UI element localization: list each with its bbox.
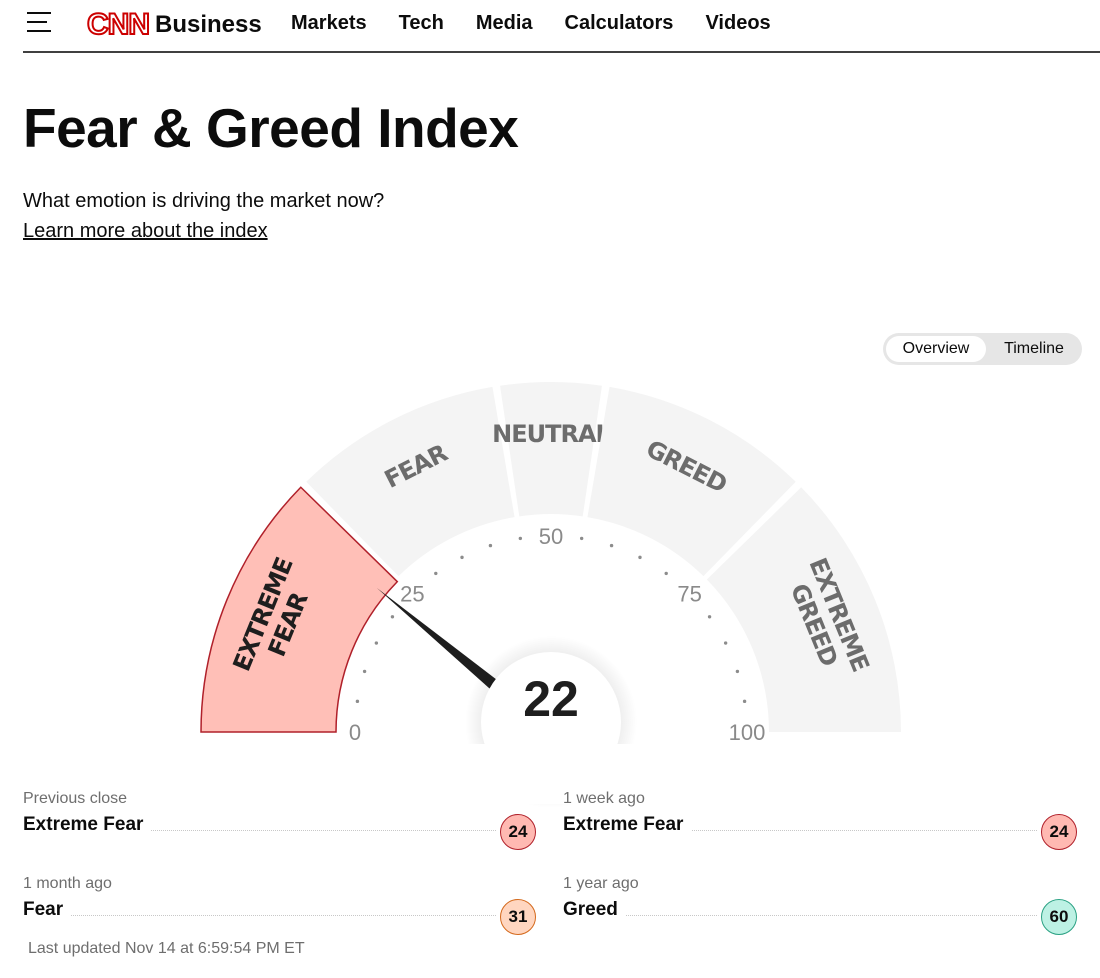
cnn-business-logo[interactable]: CNN Business (86, 7, 262, 42)
gauge-zone (306, 386, 515, 577)
gauge-zone-label: NEUTRAL (492, 420, 610, 448)
gauge-tick-dot (735, 669, 740, 674)
nav-link-calculators[interactable]: Calculators (564, 12, 674, 34)
leader-dots (563, 915, 1037, 916)
page-title: Fear & Greed Index (23, 97, 519, 159)
stat-1-month-ago: 1 month ago Fear 31 (23, 875, 536, 935)
leader-dots (23, 915, 496, 916)
gauge-tick-dot (723, 641, 728, 645)
score-badge: 24 (500, 814, 536, 850)
gauge-tick-dot (434, 571, 438, 576)
gauge-tick-dot (460, 555, 464, 560)
gauge-tick-dot (390, 615, 395, 619)
nav-link-tech[interactable]: Tech (398, 12, 444, 34)
stat-value: Fear (23, 899, 72, 921)
gauge-tick-dot (638, 555, 642, 560)
gauge-zone-label: EXTREMEFEAR (228, 554, 324, 685)
stat-1-week-ago: 1 week ago Extreme Fear 24 (563, 790, 1077, 850)
gauge-zone (500, 381, 602, 517)
gauge-tick-dot (355, 699, 360, 704)
menu-icon[interactable] (27, 12, 51, 32)
stat-previous-close: Previous close Extreme Fear 24 (23, 790, 536, 850)
view-toggle: Overview Timeline (883, 333, 1082, 365)
tab-overview[interactable]: Overview (886, 336, 986, 362)
gauge-hub-shadow (465, 636, 637, 808)
stat-label: 1 week ago (563, 790, 645, 807)
stat-label: Previous close (23, 790, 128, 807)
gauge-zone (200, 486, 399, 733)
gauge-value: 22 (523, 671, 579, 727)
leader-dots (563, 830, 1037, 831)
gauge-tick-label: 100 (729, 720, 766, 745)
stat-1-year-ago: 1 year ago Greed 60 (563, 875, 1077, 935)
gauge-tick-dot (362, 669, 367, 674)
gauge-zone-label: EXTREMEGREED (778, 554, 874, 685)
gauge-tick-dot (742, 699, 747, 704)
gauge-zone-label: GREED (642, 435, 731, 499)
gauge-tick-dot (579, 536, 584, 541)
stat-value: Greed (563, 899, 626, 921)
cnn-logo-mark: CNN (86, 7, 151, 42)
gauge-zone-label: FEAR (380, 439, 452, 494)
gauge-tick-dot (374, 641, 379, 645)
gauge-tick-label: 50 (539, 524, 563, 549)
main-nav: Markets Tech Media Calculators Videos (291, 12, 803, 35)
tab-timeline[interactable]: Timeline (1004, 340, 1064, 357)
score-badge: 31 (500, 899, 536, 935)
stat-label: 1 month ago (23, 875, 112, 892)
gauge-zone (706, 487, 901, 732)
stat-value: Extreme Fear (23, 814, 152, 836)
nav-link-media[interactable]: Media (475, 12, 533, 34)
nav-link-videos[interactable]: Videos (705, 12, 771, 34)
site-header: CNN Business Markets Tech Media Calculat… (23, 0, 1100, 53)
score-badge: 60 (1041, 899, 1077, 935)
stat-value: Extreme Fear (563, 814, 692, 836)
stat-label: 1 year ago (563, 875, 639, 892)
nav-link-markets[interactable]: Markets (291, 12, 367, 34)
gauge-hub (481, 652, 621, 792)
business-logo-text: Business (155, 11, 262, 38)
gauge-tick-label: 25 (400, 581, 424, 606)
gauge-tick-label: 75 (677, 581, 701, 606)
learn-more-link[interactable]: Learn more about the index (23, 220, 268, 242)
leader-dots (23, 830, 496, 831)
gauge-tick-label: 0 (349, 720, 361, 745)
gauge-tick-dot (488, 543, 493, 548)
gauge-needle (376, 587, 525, 712)
gauge-tick-dot (518, 536, 523, 541)
gauge-tick-dot (609, 543, 614, 548)
page-subtitle: What emotion is driving the market now? (23, 190, 385, 212)
gauge-tick-dot (664, 571, 668, 576)
gauge-tick-dot (707, 615, 712, 619)
gauge-zone (587, 386, 796, 577)
score-badge: 24 (1041, 814, 1077, 850)
last-updated: Last updated Nov 14 at 6:59:54 PM ET (28, 940, 305, 957)
